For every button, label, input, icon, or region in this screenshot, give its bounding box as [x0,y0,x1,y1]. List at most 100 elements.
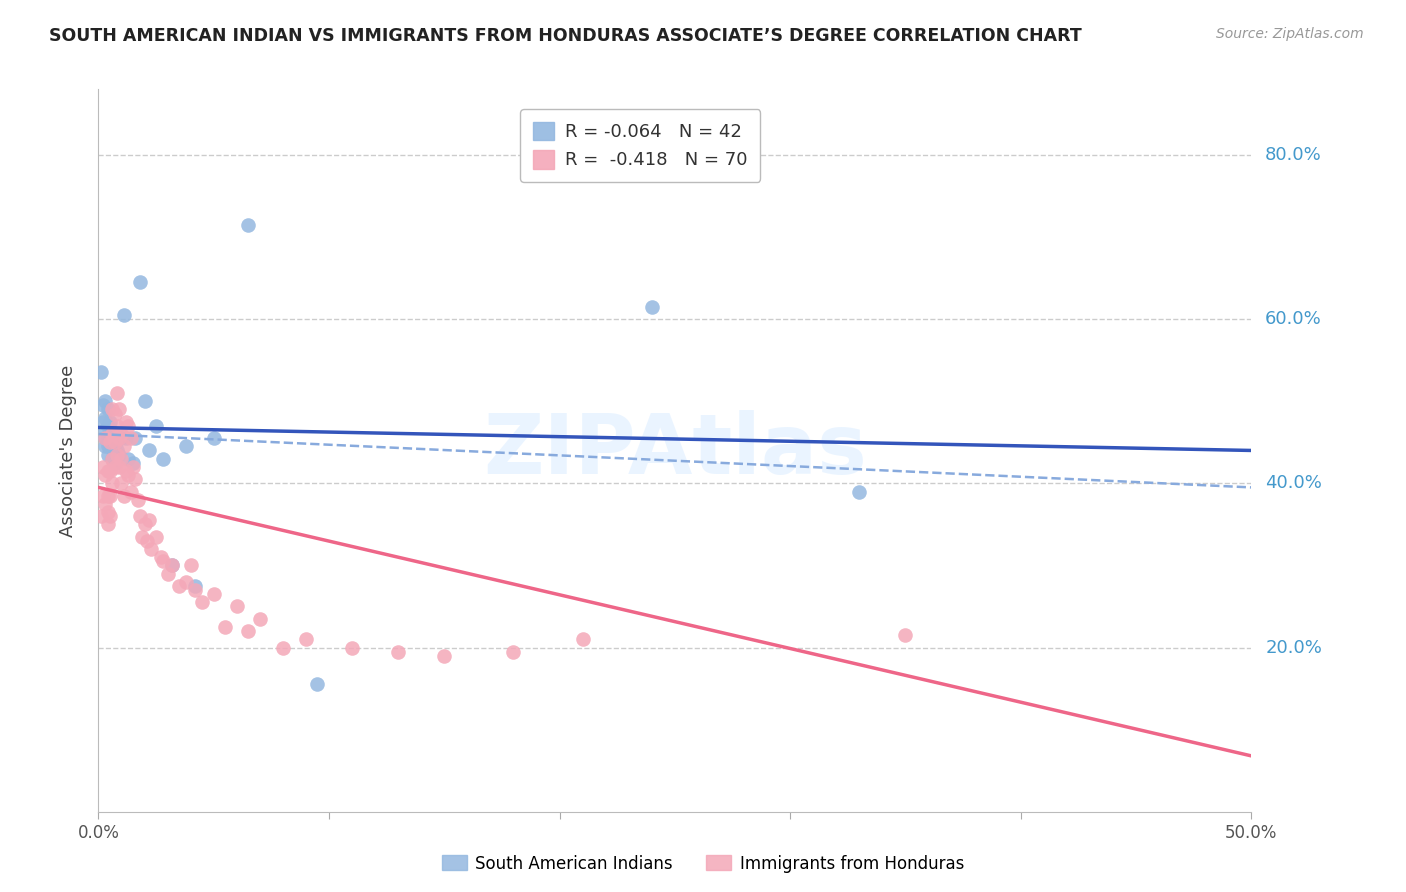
Point [238,218,260,232]
Point [105,448,128,462]
Point [120,484,142,499]
Point [122,459,145,474]
Point [91,489,114,503]
Point [138,443,160,458]
Point [184,579,207,593]
Y-axis label: Associate's Degree: Associate's Degree [59,364,77,537]
Point [101,451,124,466]
Point [152,451,174,466]
Point [94,468,117,483]
Text: 80.0%: 80.0% [1265,146,1322,164]
Point [191,595,214,609]
Point [138,513,160,527]
Point [103,456,125,470]
Point [101,451,124,466]
Point [180,558,202,573]
Point [103,459,125,474]
Point [112,308,135,322]
Point [160,558,183,573]
Point [225,599,247,614]
Point [115,415,138,429]
Point [149,550,172,565]
Point [122,456,145,470]
Point [94,394,117,409]
Point [117,468,139,483]
Text: 20.0%: 20.0% [1265,639,1322,657]
Point [120,431,142,445]
Point [98,439,121,453]
Point [848,484,870,499]
Point [105,418,128,433]
Point [129,509,152,524]
Text: 60.0%: 60.0% [1265,310,1322,328]
Point [90,366,112,380]
Text: 40.0%: 40.0% [1265,475,1322,492]
Point [108,459,131,474]
Text: Source: ZipAtlas.com: Source: ZipAtlas.com [1216,27,1364,41]
Point [387,645,409,659]
Point [271,640,294,655]
Point [105,386,128,401]
Point [124,472,146,486]
Point [124,431,146,445]
Point [98,415,121,429]
Point [108,402,131,417]
Point [134,517,156,532]
Point [97,464,120,478]
Point [174,574,197,589]
Point [152,554,174,568]
Point [101,402,124,417]
Point [94,410,117,425]
Point [135,533,157,548]
Point [167,579,190,593]
Point [103,451,125,466]
Point [94,431,117,445]
Point [97,448,120,462]
Point [94,497,117,511]
Point [295,632,318,647]
Point [110,476,132,491]
Point [131,530,153,544]
Point [94,431,117,445]
Legend: R = -0.064   N = 42, R =  -0.418   N = 70: R = -0.064 N = 42, R = -0.418 N = 70 [520,109,761,182]
Text: SOUTH AMERICAN INDIAN VS IMMIGRANTS FROM HONDURAS ASSOCIATE’S DEGREE CORRELATION: SOUTH AMERICAN INDIAN VS IMMIGRANTS FROM… [49,27,1083,45]
Point [571,632,593,647]
Point [97,439,120,453]
Point [340,640,363,655]
Point [894,628,917,642]
Point [105,443,128,458]
Point [214,620,236,634]
Point [108,448,131,462]
Point [433,648,456,663]
Point [202,431,225,445]
Point [101,427,124,442]
Point [112,439,135,453]
Point [91,415,114,429]
Point [115,431,138,445]
Point [502,645,524,659]
Point [91,459,114,474]
Text: ZIPAtlas: ZIPAtlas [482,410,868,491]
Point [98,464,121,478]
Point [110,427,132,442]
Point [160,558,183,573]
Point [156,566,179,581]
Point [94,423,117,437]
Point [97,505,120,519]
Point [97,517,120,532]
Point [127,492,149,507]
Point [145,530,167,544]
Point [97,431,120,445]
Point [97,402,120,417]
Point [145,418,167,433]
Point [641,300,664,314]
Point [97,489,120,503]
Point [94,439,117,453]
Point [98,489,121,503]
Point [307,677,329,691]
Point [249,612,271,626]
Point [202,587,225,601]
Point [110,451,132,466]
Point [117,451,139,466]
Point [98,427,121,442]
